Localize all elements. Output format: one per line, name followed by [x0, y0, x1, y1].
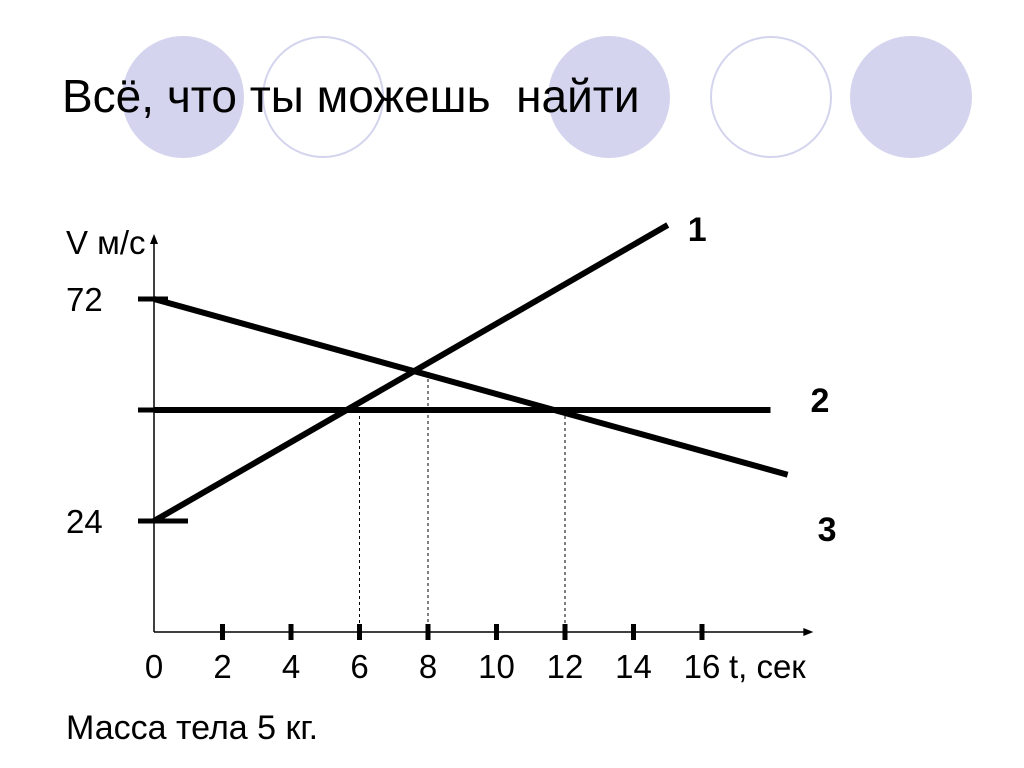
- decor-circle: [548, 36, 670, 158]
- y-tick-label: 24: [66, 503, 103, 540]
- mass-caption: Масса тела 5 кг.: [66, 709, 319, 747]
- y-axis-arrow: [150, 234, 158, 244]
- decor-circle: [122, 36, 244, 158]
- decor-circle: [850, 36, 972, 158]
- decor-circle: [262, 36, 384, 158]
- x-tick-label: 12: [547, 648, 584, 685]
- x-tick-label: 2: [213, 648, 231, 685]
- slide-title: Всё, что ты можешь найти: [62, 70, 640, 122]
- x-tick-label: 10: [478, 648, 515, 685]
- decor-circle: [710, 36, 832, 158]
- y-tick-label: 72: [66, 281, 103, 318]
- x-tick-label: 8: [419, 648, 437, 685]
- x-axis-arrow: [803, 628, 814, 636]
- x-tick-label: 0: [145, 648, 163, 685]
- series-label-1: 1: [688, 211, 707, 249]
- x-tick-label: 14: [615, 648, 652, 685]
- y-axis-title: V м/с: [66, 224, 146, 261]
- x-axis-title: t, сек: [729, 648, 806, 685]
- series-label-3: 3: [818, 511, 837, 549]
- series-label-2: 2: [811, 382, 830, 420]
- x-tick-label: 6: [350, 648, 368, 685]
- x-tick-label: 16: [684, 648, 721, 685]
- series-line-3: [153, 296, 789, 478]
- x-tick-label: 4: [282, 648, 300, 685]
